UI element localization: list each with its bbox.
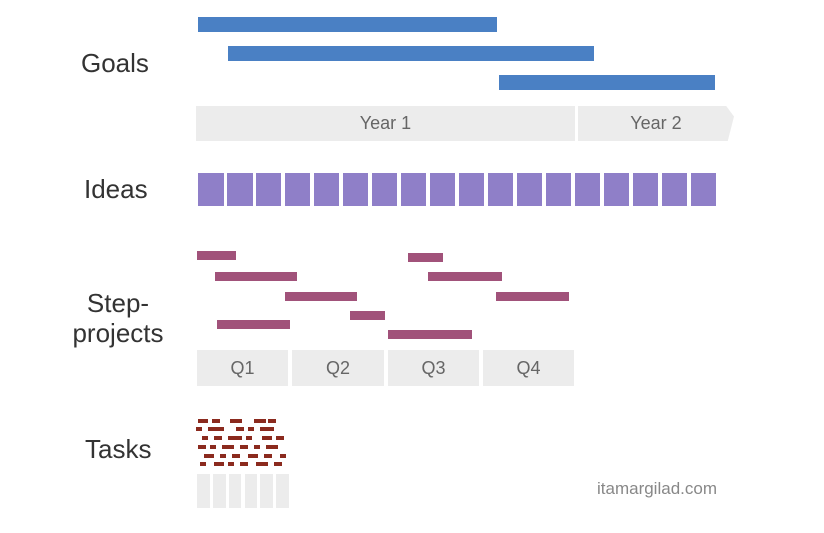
task-dash — [208, 427, 224, 431]
task-dash — [254, 445, 260, 449]
step-project-bar — [350, 311, 385, 320]
task-dash — [198, 419, 208, 423]
task-dash — [256, 462, 268, 466]
task-dashes — [196, 417, 290, 467]
idea-block — [690, 173, 716, 206]
task-dash — [268, 419, 276, 423]
task-dash — [228, 462, 234, 466]
step-project-bar — [388, 330, 472, 339]
idea-block — [545, 173, 572, 206]
task-dash — [200, 462, 206, 466]
task-dash — [202, 436, 208, 440]
year-band: Year 1 Year 2 — [196, 106, 734, 141]
idea-block — [487, 173, 514, 206]
step-project-bar — [428, 272, 502, 281]
task-dash — [220, 454, 226, 458]
sprint-column — [228, 474, 242, 508]
task-dash — [246, 436, 252, 440]
sprint-column — [276, 474, 289, 508]
quarter-q4-cell: Q4 — [483, 350, 574, 386]
idea-block — [198, 173, 224, 206]
quarter-q1-cell: Q1 — [197, 350, 288, 386]
goal-bar — [499, 75, 715, 90]
step-project-bar — [215, 272, 297, 281]
task-dash — [236, 427, 244, 431]
idea-block — [429, 173, 456, 206]
task-dash — [248, 427, 254, 431]
step-projects-label-line1: Step- — [86, 288, 150, 318]
goal-bar — [228, 46, 594, 61]
task-dash — [248, 454, 258, 458]
task-dash — [230, 419, 242, 423]
idea-block — [516, 173, 543, 206]
year-1-cell: Year 1 — [196, 106, 575, 141]
ideas-label: Ideas — [84, 174, 148, 204]
credit-text: itamargilad.com — [597, 479, 717, 498]
task-dash — [214, 462, 224, 466]
task-dash — [196, 427, 202, 431]
task-dash — [222, 445, 234, 449]
idea-block — [342, 173, 369, 206]
quarter-q3-cell: Q3 — [388, 350, 479, 386]
ideas-blocks — [198, 173, 716, 206]
idea-block — [661, 173, 688, 206]
idea-block — [255, 173, 282, 206]
task-dash — [240, 445, 248, 449]
sprint-column — [244, 474, 258, 508]
task-dash — [266, 445, 278, 449]
task-dash — [232, 454, 240, 458]
step-project-bar — [197, 251, 236, 260]
tasks-label: Tasks — [85, 434, 152, 464]
idea-block — [632, 173, 659, 206]
sprint-column — [260, 474, 274, 508]
idea-block — [371, 173, 398, 206]
task-dash — [214, 436, 222, 440]
idea-block — [313, 173, 340, 206]
step-projects-label: Step- projects — [62, 288, 174, 349]
sprint-column — [197, 474, 210, 508]
task-dash — [262, 436, 272, 440]
quarter-q2-cell: Q2 — [292, 350, 384, 386]
year-2-cell: Year 2 — [578, 106, 734, 141]
idea-block — [400, 173, 427, 206]
idea-block — [227, 173, 253, 206]
task-dash — [240, 462, 248, 466]
task-dash — [212, 419, 220, 423]
idea-block — [574, 173, 601, 206]
sprint-column — [212, 474, 226, 508]
task-dash — [280, 454, 286, 458]
task-dash — [276, 436, 284, 440]
goals-label: Goals — [81, 48, 149, 78]
task-dash — [210, 445, 216, 449]
step-project-bar — [217, 320, 290, 329]
task-dash — [254, 419, 266, 423]
sprint-columns — [197, 474, 289, 508]
task-dash — [198, 445, 206, 449]
step-project-bar — [496, 292, 569, 301]
task-dash — [260, 427, 274, 431]
task-dash — [264, 454, 272, 458]
idea-block — [458, 173, 485, 206]
step-project-bar — [408, 253, 443, 262]
task-dash — [228, 436, 242, 440]
task-dash — [274, 462, 282, 466]
idea-block — [284, 173, 311, 206]
step-project-bar — [285, 292, 357, 301]
step-projects-label-line2: projects — [72, 317, 164, 348]
idea-block — [603, 173, 630, 206]
goal-bar — [198, 17, 497, 32]
task-dash — [204, 454, 214, 458]
